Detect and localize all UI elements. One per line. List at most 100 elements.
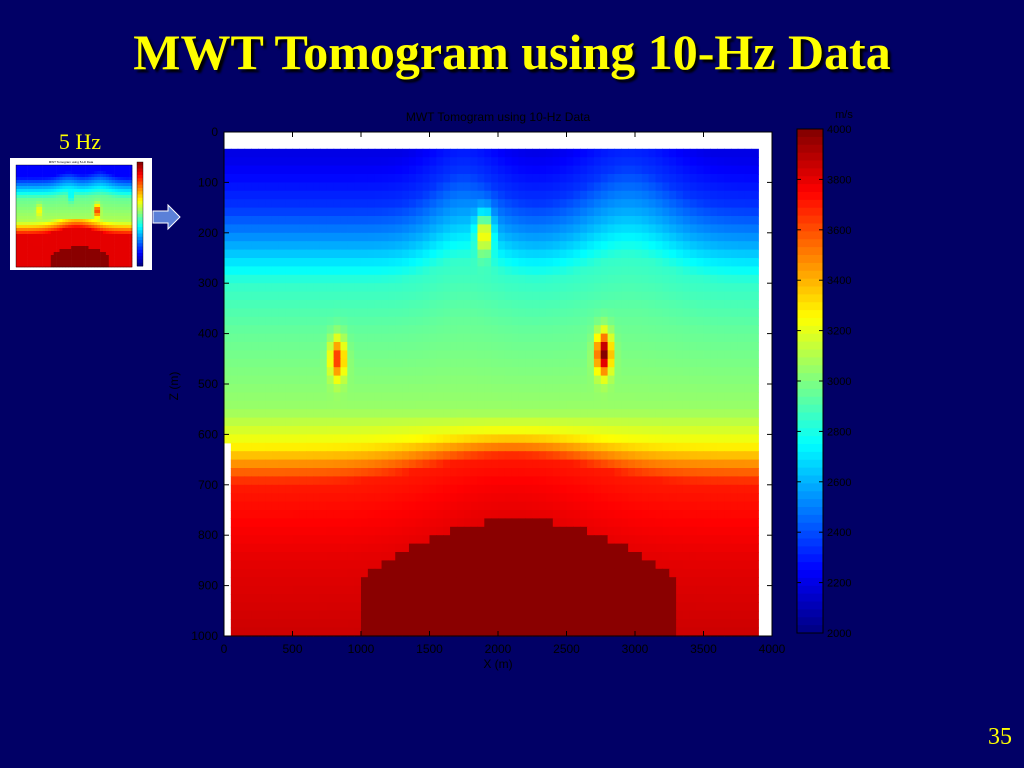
heatmap-cell	[285, 409, 294, 419]
thumbnail-cell	[82, 249, 86, 253]
heatmap-cell	[395, 501, 403, 511]
heatmap-cell	[333, 442, 342, 452]
heatmap-cell	[470, 451, 479, 461]
heatmap-cell	[484, 308, 492, 318]
heatmap-cell	[251, 182, 259, 192]
heatmap-cell	[614, 518, 622, 528]
thumbnail-cell	[62, 171, 66, 175]
heatmap-cell	[340, 190, 348, 200]
heatmap-cell	[669, 451, 677, 461]
heatmap-cell	[628, 174, 636, 183]
heatmap-cell	[682, 258, 691, 267]
heatmap-cell	[532, 400, 540, 410]
heatmap-cell	[559, 358, 568, 368]
thumbnail-cell	[82, 237, 86, 241]
heatmap-cell	[230, 157, 239, 167]
heatmap-cell	[326, 342, 335, 351]
heatmap-cell	[628, 207, 636, 217]
thumbnail-cell	[24, 207, 28, 211]
heatmap-cell	[429, 342, 437, 351]
heatmap-cell	[402, 308, 410, 318]
heatmap-cell	[669, 409, 677, 419]
thumbnail-cell	[65, 168, 69, 172]
heatmap-cell	[682, 283, 691, 293]
thumbnail-cell	[50, 246, 54, 250]
heatmap-cell	[450, 224, 458, 234]
thumbnail-cell	[105, 168, 110, 172]
thumbnail-cell	[79, 225, 83, 229]
thumbnail-cell	[68, 222, 72, 226]
heatmap-cell	[744, 316, 753, 326]
heatmap-cell	[532, 291, 540, 301]
heatmap-cell	[525, 190, 533, 200]
thumbnail-cell	[36, 261, 40, 265]
heatmap-cell	[278, 409, 287, 419]
thumbnail-cell	[59, 216, 63, 220]
heatmap-cell	[676, 417, 684, 427]
heatmap-cell	[703, 308, 711, 318]
thumbnail-cell	[21, 183, 25, 187]
heatmap-cell	[676, 190, 684, 200]
heatmap-cell	[251, 266, 259, 276]
heatmap-cell	[724, 426, 732, 435]
thumbnail-cell	[74, 258, 78, 262]
heatmap-cell	[607, 350, 616, 360]
heatmap-cell	[525, 518, 533, 528]
heatmap-cell	[395, 409, 403, 419]
thumbnail-cell	[71, 216, 75, 220]
heatmap-cell	[361, 476, 369, 486]
heatmap-cell	[710, 249, 718, 259]
heatmap-cell	[744, 451, 753, 461]
heatmap-cell	[559, 174, 568, 183]
heatmap-cell	[402, 157, 410, 167]
heatmap-cell	[669, 459, 677, 469]
heatmap-cell	[230, 190, 239, 200]
heatmap-cell	[751, 266, 759, 276]
heatmap-cell	[511, 375, 520, 385]
thumbnail-cell	[56, 243, 60, 247]
heatmap-cell	[587, 501, 595, 511]
heatmap-cell	[648, 358, 657, 368]
heatmap-cell	[607, 526, 616, 536]
thumbnail-cell	[88, 204, 92, 208]
heatmap-cell	[724, 434, 732, 444]
heatmap-cell	[285, 207, 294, 217]
thumbnail-cell	[56, 168, 60, 172]
thumbnail-cell	[97, 255, 101, 259]
heatmap-cell	[230, 358, 239, 368]
thumbnail-cell	[68, 246, 72, 250]
thumbnail-cell	[65, 165, 69, 169]
thumbnail-cell	[50, 216, 54, 220]
thumbnail-cell	[94, 189, 98, 193]
thumbnail-cell	[16, 231, 20, 235]
heatmap-cell	[319, 459, 328, 469]
heatmap-cell	[751, 308, 759, 318]
heatmap-cell	[607, 358, 616, 368]
thumbnail-cell	[45, 198, 49, 202]
heatmap-cell	[518, 274, 526, 284]
main-chart[interactable]: 0 500 1000 1500 2000 2500 3000 3500 4000 0 100 200…	[160, 100, 864, 680]
thumbnail-cell	[88, 210, 92, 214]
thumbnail-cell	[18, 234, 23, 238]
heatmap-cell	[621, 367, 629, 377]
thumbnail-cell	[76, 234, 81, 238]
heatmap-cell	[299, 148, 307, 158]
heatmap-cell	[422, 526, 431, 536]
heatmap-cell	[744, 165, 753, 175]
heatmap-cell	[717, 199, 725, 209]
heatmap-cell	[525, 493, 533, 503]
thumbnail-chart[interactable]: MWT Tomogram using 5-Hz Data	[10, 158, 152, 270]
heatmap-cell	[388, 316, 396, 326]
heatmap-cell	[319, 165, 328, 175]
thumbnail-cell	[42, 195, 46, 199]
heatmap-cell	[621, 400, 629, 410]
heatmap-cell	[655, 190, 663, 200]
heatmap-cell	[395, 258, 403, 267]
heatmap-cell	[580, 384, 588, 393]
heatmap-cell	[689, 510, 698, 519]
heatmap-cell	[271, 501, 280, 511]
heatmap-cell	[525, 258, 533, 267]
heatmap-cell	[429, 174, 437, 183]
heatmap-cell	[319, 216, 328, 225]
thumbnail-cell	[30, 189, 34, 193]
